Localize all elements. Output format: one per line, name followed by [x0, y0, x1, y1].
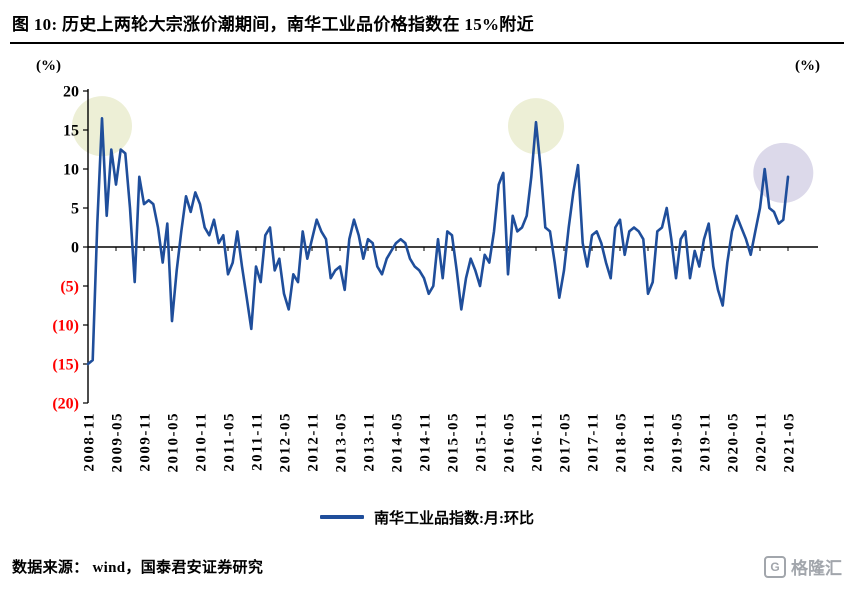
- y-tick-label: (5): [60, 279, 79, 296]
- series-line: [86, 117, 790, 366]
- y-tick-label: 15: [63, 123, 79, 140]
- x-tick-label: 2010-11: [194, 412, 210, 472]
- x-tick-label: 2009-05: [110, 412, 126, 473]
- plot-area: 20 15 10 5 0 (5) (10) (15) (20)2008-11 2009-05 200…: [52, 84, 818, 473]
- legend-label: 南华工业品指数:月:环比: [374, 510, 534, 527]
- gelonghui-watermark: G 格隆汇: [764, 554, 842, 579]
- x-tick-label: 2021-05: [782, 412, 798, 473]
- legend: 南华工业品指数:月:环比: [0, 506, 854, 528]
- gelonghui-logo-icon: G: [764, 555, 786, 578]
- x-tick-label: 2018-05: [614, 412, 630, 473]
- x-tick-label: 2008-11: [82, 412, 98, 472]
- x-tick-label: 2009-11: [138, 412, 154, 472]
- figure-card: 图 10: 历史上两轮大宗涨价潮期间，南华工业品价格指数在 15%附近 (%) …: [0, 0, 854, 579]
- x-tick-label: 2015-11: [474, 412, 490, 472]
- x-tick-label: 2011-11: [250, 412, 266, 471]
- x-tick-label: 2011-05: [222, 412, 238, 472]
- y-tick-label: (20): [52, 396, 79, 413]
- data-source-text: 数据来源： wind，国泰君安证券研究: [12, 560, 264, 576]
- figure-title: 图 10: 历史上两轮大宗涨价潮期间，南华工业品价格指数在 15%附近: [10, 0, 844, 44]
- x-tick-label: 2010-05: [166, 412, 182, 473]
- legend-line-swatch: [320, 515, 364, 519]
- y-tick-label: 10: [63, 162, 79, 179]
- x-tick-label: 2017-11: [586, 412, 602, 472]
- x-tick-label: 2012-11: [306, 412, 322, 472]
- x-tick-label: 2012-05: [278, 412, 294, 473]
- x-tick-label: 2013-11: [362, 412, 378, 472]
- x-tick-label: 2015-05: [446, 412, 462, 473]
- x-tick-label: 2020-11: [754, 412, 770, 472]
- x-tick-label: 2013-05: [334, 412, 350, 473]
- x-tick-label: 2014-05: [390, 412, 406, 473]
- x-tick-label: 2017-05: [558, 412, 574, 473]
- x-tick-label: 2014-11: [418, 412, 434, 472]
- y-tick-label: (10): [52, 318, 79, 335]
- y-tick-label: 20: [63, 84, 79, 101]
- gelonghui-watermark-text: 格隆汇: [791, 559, 842, 578]
- figure-title-text: 图 10: 历史上两轮大宗涨价潮期间，南华工业品价格指数在 15%附近: [12, 15, 534, 34]
- y-axis-unit-left: (%): [36, 58, 61, 74]
- highlight-circle: [753, 142, 814, 203]
- y-tick-label: 0: [71, 240, 79, 257]
- y-tick-label: 5: [71, 201, 79, 218]
- y-axis-unit-right: (%): [795, 58, 820, 74]
- x-tick-label: 2020-05: [726, 412, 742, 473]
- x-tick-label: 2018-11: [642, 412, 658, 472]
- x-tick-label: 2016-11: [530, 412, 546, 472]
- x-tick-label: 2016-05: [502, 412, 518, 473]
- x-tick-label: 2019-05: [670, 412, 686, 473]
- y-tick-label: (15): [52, 357, 79, 374]
- x-tick-label: 2019-11: [698, 412, 714, 472]
- footer: 数据来源： wind，国泰君安证券研究 G 格隆汇: [0, 554, 854, 579]
